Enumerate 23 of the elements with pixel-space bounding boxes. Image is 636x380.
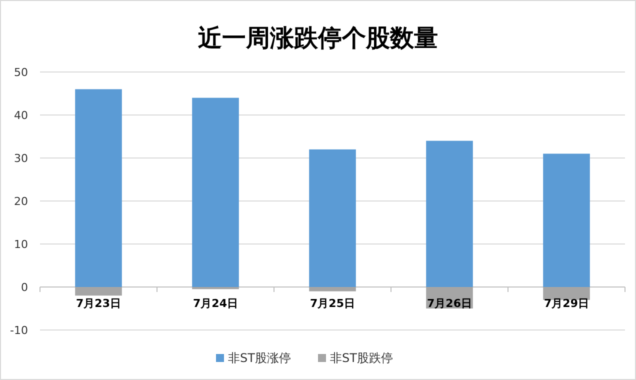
bar [426, 140, 473, 287]
y-tick-label: 50 [14, 66, 28, 79]
bar [543, 154, 590, 287]
y-tick-label: 30 [14, 152, 28, 165]
y-tick-label: 40 [14, 109, 28, 122]
bar [309, 149, 356, 287]
legend-label: 非ST股涨停 [228, 351, 291, 365]
x-tick-label: 7月25日 [310, 297, 355, 310]
bar [75, 287, 122, 296]
y-tick-label: 10 [14, 238, 28, 251]
bar [192, 98, 239, 287]
y-tick-label: -10 [10, 324, 28, 337]
chart-title: 近一周涨跌停个股数量 [198, 24, 438, 52]
bar [75, 89, 122, 287]
legend-label: 非ST股跌停 [330, 351, 393, 365]
bar [309, 287, 356, 292]
x-tick-label: 7月26日 [427, 297, 472, 310]
x-tick-label: 7月24日 [193, 297, 238, 310]
x-tick-label: 7月29日 [544, 297, 589, 310]
bar [543, 287, 590, 300]
x-tick-label: 7月23日 [76, 297, 121, 310]
y-tick-label: 20 [14, 195, 28, 208]
y-tick-label: 0 [21, 281, 28, 294]
